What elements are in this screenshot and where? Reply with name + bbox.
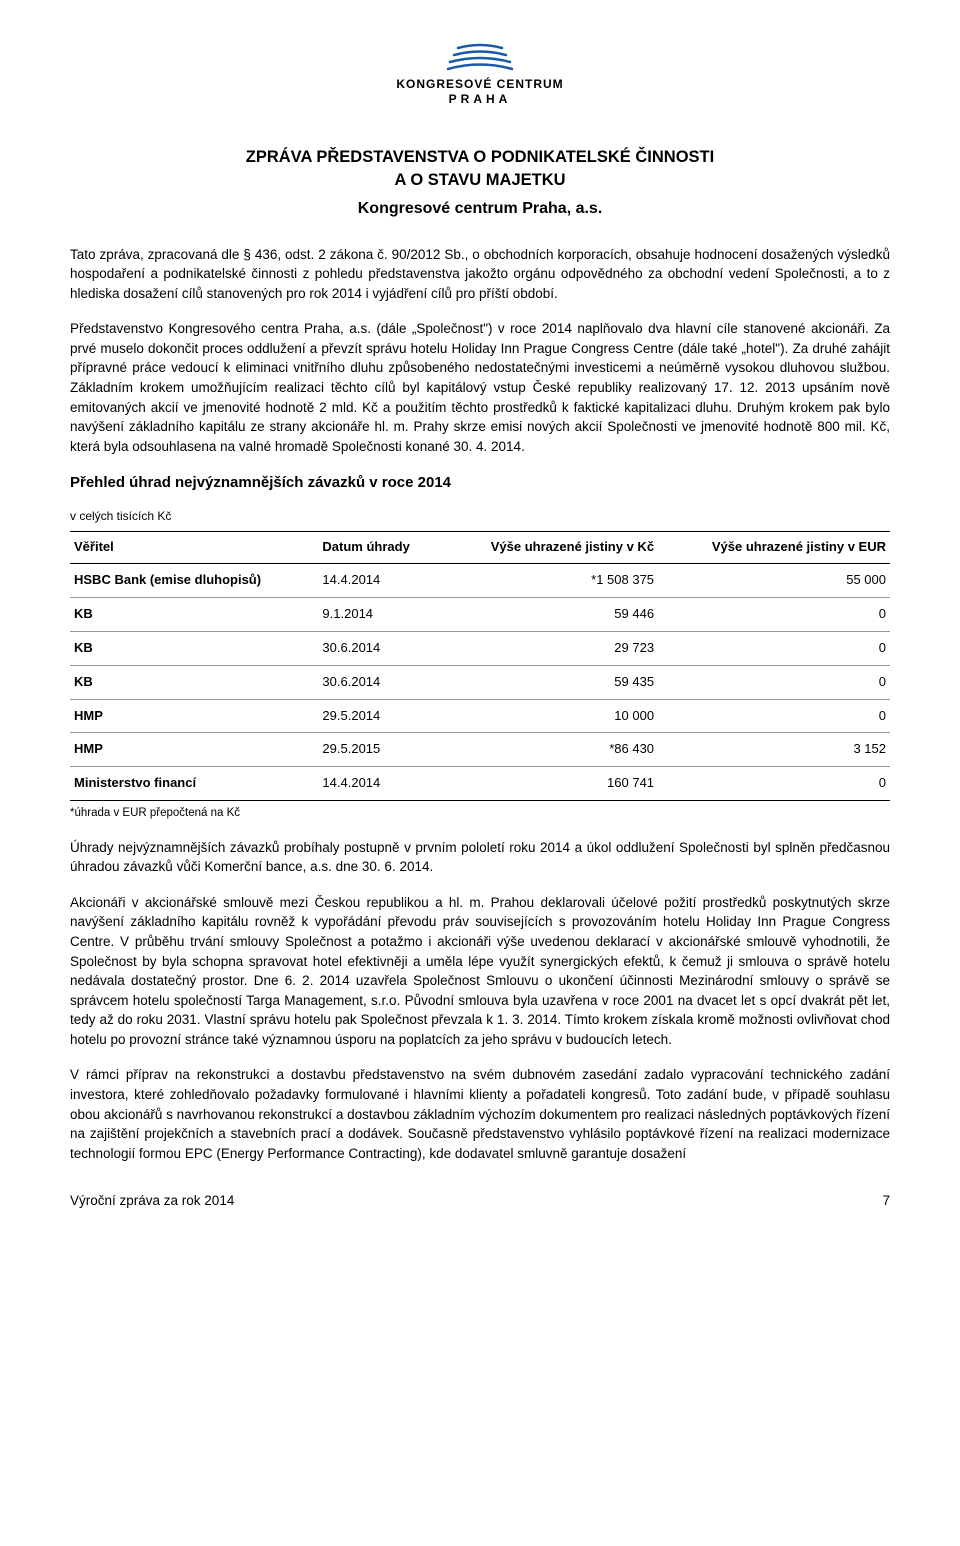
table-cell: KB — [70, 631, 318, 665]
table-units-note: v celých tisících Kč — [70, 508, 890, 525]
table-cell: 29.5.2015 — [318, 733, 439, 767]
table-cell: 29 723 — [440, 631, 658, 665]
document-title: ZPRÁVA PŘEDSTAVENSTVA O PODNIKATELSKÉ ČI… — [70, 146, 890, 221]
table-row: Ministerstvo financí14.4.2014160 7410 — [70, 767, 890, 801]
logo: KONGRESOVÉ CENTRUM PRAHA — [70, 40, 890, 118]
table-cell: 14.4.2014 — [318, 564, 439, 598]
table-row: KB30.6.201459 4350 — [70, 665, 890, 699]
col-amount-eur: Výše uhrazené jistiny v EUR — [658, 532, 890, 564]
table-cell: KB — [70, 598, 318, 632]
col-creditor: Věřitel — [70, 532, 318, 564]
table-cell: 55 000 — [658, 564, 890, 598]
payments-table: Věřitel Datum úhrady Výše uhrazené jisti… — [70, 531, 890, 801]
table-cell: 59 435 — [440, 665, 658, 699]
table-row: HSBC Bank (emise dluhopisů)14.4.2014*1 5… — [70, 564, 890, 598]
title-line-1: ZPRÁVA PŘEDSTAVENSTVA O PODNIKATELSKÉ ČI… — [70, 146, 890, 170]
title-subtitle: Kongresové centrum Praha, a.s. — [70, 197, 890, 220]
table-cell: 29.5.2014 — [318, 699, 439, 733]
paragraph-3: Úhrady nejvýznamnějších závazků probíhal… — [70, 838, 890, 877]
page-footer: Výroční zpráva za rok 2014 7 — [70, 1191, 890, 1211]
table-cell: 0 — [658, 631, 890, 665]
col-amount-czk: Výše uhrazené jistiny v Kč — [440, 532, 658, 564]
title-line-2: A O STAVU MAJETKU — [70, 169, 890, 193]
table-cell: 10 000 — [440, 699, 658, 733]
table-cell: 3 152 — [658, 733, 890, 767]
table-cell: 30.6.2014 — [318, 665, 439, 699]
table-cell: 14.4.2014 — [318, 767, 439, 801]
table-cell: 59 446 — [440, 598, 658, 632]
table-cell: HSBC Bank (emise dluhopisů) — [70, 564, 318, 598]
footer-left: Výroční zpráva za rok 2014 — [70, 1191, 234, 1211]
table-cell: 0 — [658, 767, 890, 801]
table-cell: 0 — [658, 665, 890, 699]
footer-page-number: 7 — [882, 1191, 890, 1211]
table-cell: 30.6.2014 — [318, 631, 439, 665]
svg-text:PRAHA: PRAHA — [449, 92, 512, 106]
table-header-row: Věřitel Datum úhrady Výše uhrazené jisti… — [70, 532, 890, 564]
table-cell: HMP — [70, 699, 318, 733]
table-row: KB30.6.201429 7230 — [70, 631, 890, 665]
paragraph-2: Představenstvo Kongresového centra Praha… — [70, 319, 890, 456]
table-cell: 0 — [658, 699, 890, 733]
svg-text:KONGRESOVÉ CENTRUM: KONGRESOVÉ CENTRUM — [396, 76, 563, 91]
table-row: KB9.1.201459 4460 — [70, 598, 890, 632]
logo-icon: KONGRESOVÉ CENTRUM PRAHA — [380, 40, 580, 112]
table-cell: 9.1.2014 — [318, 598, 439, 632]
intro-paragraph: Tato zpráva, zpracovaná dle § 436, odst.… — [70, 245, 890, 304]
table-heading: Přehled úhrad nejvýznamnějších závazků v… — [70, 472, 890, 494]
table-cell: *1 508 375 — [440, 564, 658, 598]
table-row: HMP29.5.2015*86 4303 152 — [70, 733, 890, 767]
paragraph-4: Akcionáři v akcionářské smlouvě mezi Čes… — [70, 893, 890, 1050]
col-date: Datum úhrady — [318, 532, 439, 564]
table-cell: 0 — [658, 598, 890, 632]
table-cell: 160 741 — [440, 767, 658, 801]
table-cell: HMP — [70, 733, 318, 767]
table-cell: KB — [70, 665, 318, 699]
table-cell: Ministerstvo financí — [70, 767, 318, 801]
table-footnote: *úhrada v EUR přepočtená na Kč — [70, 805, 890, 822]
table-cell: *86 430 — [440, 733, 658, 767]
paragraph-5: V rámci příprav na rekonstrukci a dostav… — [70, 1065, 890, 1163]
table-row: HMP29.5.201410 0000 — [70, 699, 890, 733]
